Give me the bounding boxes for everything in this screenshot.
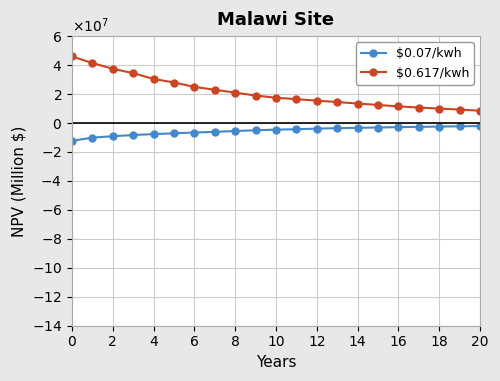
$0.617/kwh [416, 105, 422, 110]
$0.07/kwh [212, 130, 218, 134]
$0.07/kwh [252, 128, 258, 133]
$0.07/kwh [436, 124, 442, 129]
$0.07/kwh [396, 125, 402, 130]
X-axis label: Years: Years [256, 355, 296, 370]
$0.617/kwh [477, 109, 483, 113]
$0.617/kwh [171, 80, 177, 85]
Legend: $0.07/kwh, $0.617/kwh: $0.07/kwh, $0.617/kwh [356, 42, 474, 85]
$0.07/kwh [416, 125, 422, 129]
Title: Malawi Site: Malawi Site [218, 11, 334, 29]
$0.617/kwh [273, 95, 279, 100]
$0.07/kwh [314, 126, 320, 131]
Line: $0.617/kwh: $0.617/kwh [68, 53, 484, 114]
$0.07/kwh [354, 125, 360, 130]
$0.617/kwh [192, 85, 198, 89]
$0.617/kwh [294, 97, 300, 101]
$0.07/kwh [477, 124, 483, 128]
$0.617/kwh [375, 102, 381, 107]
$0.07/kwh [90, 135, 96, 140]
$0.617/kwh [354, 101, 360, 106]
$0.07/kwh [273, 127, 279, 132]
$0.07/kwh [232, 129, 238, 133]
$0.07/kwh [130, 133, 136, 137]
$0.617/kwh [130, 71, 136, 75]
$0.07/kwh [171, 131, 177, 136]
$0.617/kwh [456, 107, 462, 112]
$0.07/kwh [456, 124, 462, 128]
$0.07/kwh [294, 127, 300, 131]
$0.617/kwh [252, 93, 258, 98]
$0.617/kwh [314, 98, 320, 103]
$0.07/kwh [150, 132, 156, 136]
$0.07/kwh [69, 139, 75, 143]
$0.617/kwh [334, 100, 340, 104]
$0.07/kwh [334, 126, 340, 130]
$0.617/kwh [150, 77, 156, 81]
$0.617/kwh [396, 104, 402, 109]
$0.07/kwh [375, 125, 381, 130]
Y-axis label: NPV (Million $): NPV (Million $) [11, 125, 26, 237]
$0.617/kwh [436, 106, 442, 111]
Line: $0.07/kwh: $0.07/kwh [68, 123, 484, 144]
$0.07/kwh [192, 130, 198, 135]
$0.617/kwh [110, 67, 116, 71]
$0.07/kwh [110, 134, 116, 138]
$0.617/kwh [69, 54, 75, 59]
$0.617/kwh [232, 90, 238, 95]
$0.617/kwh [212, 88, 218, 92]
$0.617/kwh [90, 61, 96, 65]
